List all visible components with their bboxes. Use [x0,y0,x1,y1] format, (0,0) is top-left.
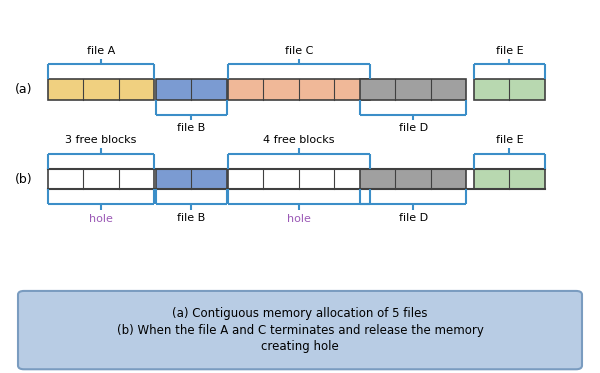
Text: file D: file D [398,213,428,223]
Bar [156,79,227,100]
Text: file E: file E [496,46,523,56]
Text: (a): (a) [15,83,32,96]
Text: file C: file C [284,46,313,56]
FancyBboxPatch shape [18,291,582,369]
Text: file B: file B [177,123,206,133]
Text: (b): (b) [15,173,32,185]
Bar [474,169,545,189]
Text: hole: hole [287,213,311,223]
Bar [48,79,154,100]
Text: (b) When the file A and C terminates and release the memory: (b) When the file A and C terminates and… [116,324,484,336]
Text: file A: file A [87,46,115,56]
Bar [156,169,227,189]
Text: file B: file B [177,213,206,223]
Text: hole: hole [89,213,113,223]
Text: 4 free blocks: 4 free blocks [263,135,335,145]
Text: file E: file E [496,135,523,145]
Bar [228,79,370,100]
Text: creating hole: creating hole [261,341,339,353]
Text: 3 free blocks: 3 free blocks [65,135,137,145]
Bar [360,79,466,100]
Bar [360,169,466,189]
Bar [48,169,154,189]
Bar [474,79,545,100]
Text: (a) Contiguous memory allocation of 5 files: (a) Contiguous memory allocation of 5 fi… [172,307,428,320]
Bar [228,169,370,189]
Text: file D: file D [398,123,428,133]
